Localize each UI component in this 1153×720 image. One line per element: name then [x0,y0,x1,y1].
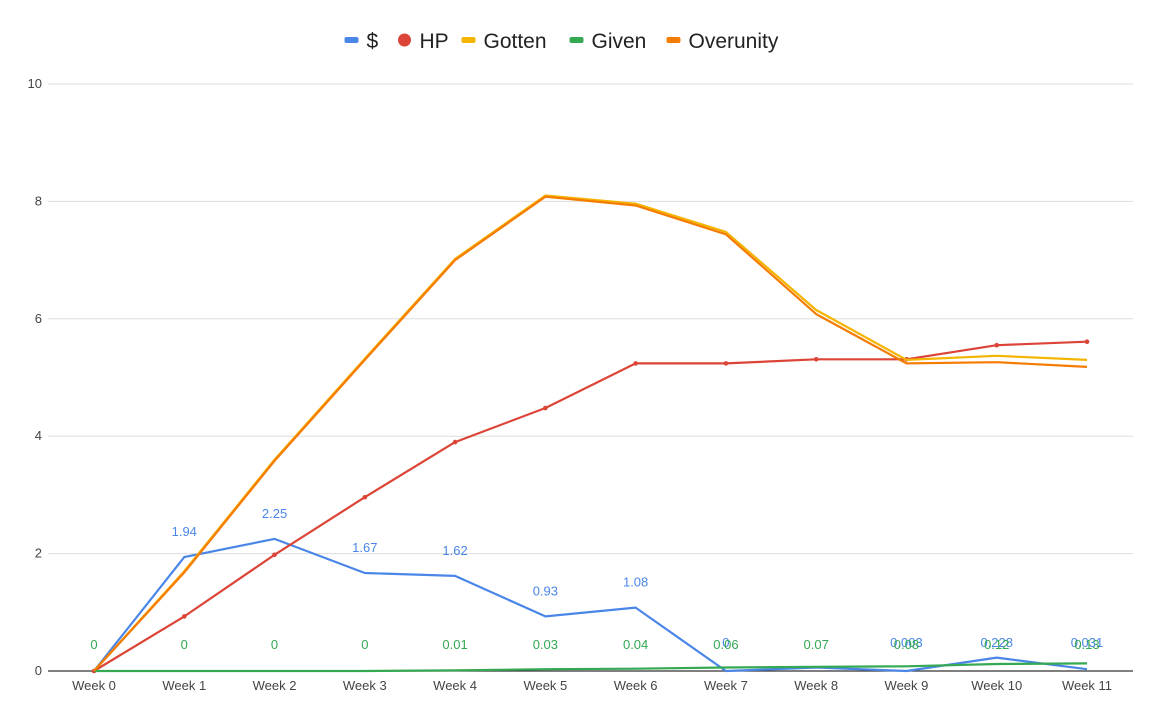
data-label: 0.93 [533,583,558,598]
series-line-4 [93,195,1088,672]
data-label: 0.07 [804,637,829,652]
x-tick-label: Week 5 [523,678,567,693]
data-label: 0.031 [1071,635,1104,650]
x-tick-label: Week 1 [162,678,206,693]
x-tick-label: Week 10 [971,678,1022,693]
data-label: 0 [181,637,188,652]
legend-swatch [461,37,476,43]
legend: $ HP Gotten Given Overunity [344,30,779,53]
data-label: 0.08 [894,637,919,652]
data-point [181,614,187,619]
data-point [633,361,638,366]
data-label: 1.67 [352,540,377,555]
x-tick-label: Week 11 [1062,678,1112,693]
legend-label: $ [367,30,379,53]
data-point [452,439,458,445]
series-line-2 [93,194,1088,672]
data-label: 0.06 [713,637,738,652]
y-tick-label: 2 [35,546,42,561]
series-line-3 [94,662,1088,673]
y-axis-ticks: 0 2 4 6 8 10 [28,76,42,678]
data-point [813,357,819,362]
series-line-0 [93,537,1088,673]
data-label: 0 [361,637,368,652]
legend-swatch [666,37,681,43]
data-label: 0 [722,635,729,650]
data-label: 1.08 [623,575,648,590]
data-label: 0 [90,637,97,652]
y-tick-label: 4 [35,428,42,443]
legend-label: Overunity [689,30,779,53]
data-point [362,494,368,500]
data-label: 0.04 [623,637,648,652]
data-point [543,405,548,411]
x-tick-label: Week 3 [343,678,387,693]
data-labels: 1.94 2.25 1.67 1.62 0.93 1.08 0 0.003 0.228 0.031… [90,506,1103,652]
x-tick-label: Week 2 [253,678,297,693]
data-point [272,552,277,558]
data-label: 0.228 [980,635,1013,650]
legend-label: HP [420,30,449,53]
x-tick-label: Week 4 [433,678,477,693]
data-label: 0.003 [890,635,923,650]
y-tick-label: 10 [28,76,42,91]
data-label: 1.94 [172,524,197,539]
data-label: 2.25 [262,506,287,521]
x-axis-ticks: Week 0 Week 1 Week 2 Week 3 Week 4 Week 5 Week… [72,678,1112,693]
data-point [994,342,1000,348]
data-label: 0.13 [1074,637,1099,652]
y-tick-label: 0 [35,663,42,678]
legend-swatch [569,37,584,43]
data-point [723,361,729,366]
x-tick-label: Week 6 [614,678,658,693]
x-tick-label: Week 8 [794,678,838,693]
data-point [1084,339,1090,344]
data-label: 0 [271,637,278,652]
data-label: 0.03 [533,637,558,652]
x-tick-label: Week 9 [885,678,929,693]
x-tick-label: Week 7 [704,678,748,693]
legend-label: Gotten [484,30,547,53]
series-lines [91,194,1090,674]
data-label: 1.62 [442,543,467,558]
legend-swatch [344,37,359,43]
x-tick-label: Week 0 [72,678,116,693]
y-tick-label: 8 [35,193,42,208]
legend-label: Given [592,30,647,53]
y-tick-label: 6 [35,311,42,326]
gridlines [48,83,1133,672]
legend-swatch [398,33,411,47]
series-line-1 [93,340,1088,672]
data-label: 0.01 [442,637,467,652]
data-label: 0.12 [984,637,1009,652]
